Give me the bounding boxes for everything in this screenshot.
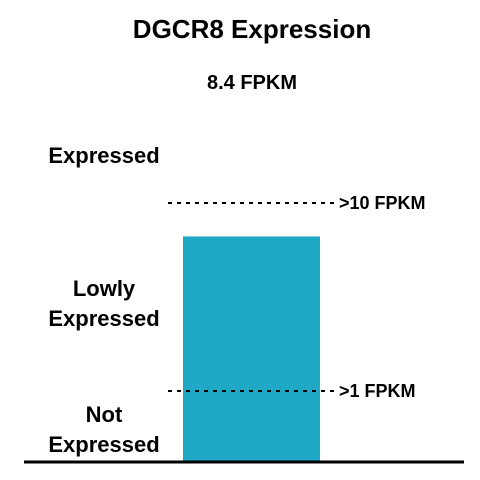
- chart-title: DGCR8 Expression: [133, 14, 371, 44]
- zone-label-lowly-line-2: Expressed: [48, 306, 159, 331]
- threshold-high: >10 FPKM: [168, 193, 426, 213]
- zone-label-expressed-line-1: Expressed: [48, 143, 159, 168]
- value-bar: [183, 236, 320, 462]
- zone-label-lowly-line-1: Lowly: [73, 276, 136, 301]
- zone-label-not-line-2: Expressed: [48, 432, 159, 457]
- threshold-low: >1 FPKM: [168, 381, 416, 401]
- threshold-label-high: >10 FPKM: [339, 193, 426, 213]
- threshold-label-low: >1 FPKM: [339, 381, 416, 401]
- zone-label-not-line-1: Not: [86, 402, 123, 427]
- chart-subtitle: 8.4 FPKM: [207, 72, 297, 94]
- zone-labels: Expressed Lowly Expressed Not Expressed: [48, 143, 159, 457]
